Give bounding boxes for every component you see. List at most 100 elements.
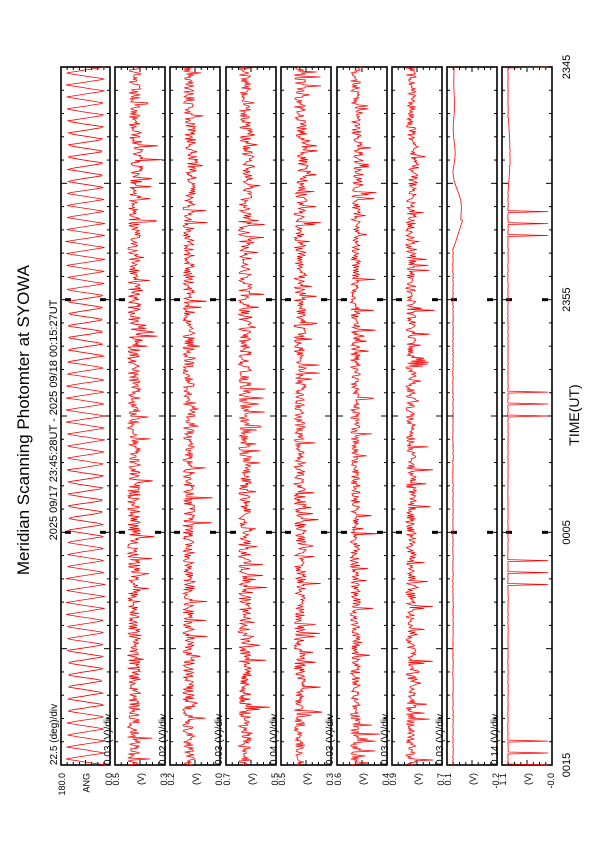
major-tick-mark [266, 298, 272, 302]
unit-label: (V) [413, 773, 423, 785]
major-tick-mark [341, 298, 347, 302]
panel-frame [336, 66, 388, 766]
y-tick-low: 0.3 [325, 773, 335, 786]
major-tick-mark [230, 298, 236, 302]
major-tick-mark [155, 530, 161, 534]
major-tick-mark [396, 530, 402, 534]
scale-label-group: 0.03 (V)/div [325, 714, 336, 765]
scale-label: 0.14 (V)/div [490, 714, 501, 765]
page-title-group: Meridian Scanning Photomter at SYOWA [14, 264, 33, 575]
panel-1: 22.5 (deg)/div 180.0 0.0 ANG [49, 66, 114, 796]
unit-label: (V) [523, 773, 533, 785]
scale-label: 0.03 (V)/div [325, 714, 336, 765]
unit-label: (V) [302, 773, 312, 785]
data-trace [404, 66, 435, 766]
y-tick-group: 0.5 0.3 (V) [111, 773, 169, 786]
y-tick-group: 0.2 0.0 (V) [166, 773, 224, 786]
x-tick-label-group: 0005 [561, 520, 573, 544]
major-tick-mark [210, 298, 216, 302]
y-tick-group: 1.1 -0.0 (V) [498, 773, 556, 789]
x-tick-label-group: 2355 [561, 287, 573, 311]
y-tick-group: 0.9 0.7 (V) [388, 773, 446, 786]
data-trace [349, 66, 381, 766]
panel-9: 0.14 (V)/div 1.1 -0.0 (V) [490, 66, 556, 789]
major-tick-mark [377, 530, 383, 534]
y-tick-high: 0.2 [166, 773, 176, 786]
y-tick-low: 0.5 [270, 773, 280, 786]
major-tick-mark [396, 298, 402, 302]
major-tick-mark [506, 298, 512, 302]
y-tick-group: 0.1 -0.2 (V) [443, 773, 501, 789]
scale-label-group: 0.14 (V)/div [490, 714, 501, 765]
unit-label: (V) [358, 773, 368, 785]
x-tick-label: 0005 [561, 520, 573, 544]
x-tick-label-group: 2345 [561, 55, 573, 79]
scale-label-group: 0.03 (V)/div [380, 714, 391, 765]
unit-label: ANG [82, 773, 92, 793]
time-range: 2025 09/17 23:45:28UT - 2025 09/18 00:15… [48, 299, 60, 540]
major-tick-mark [321, 298, 327, 302]
y-tick-low: 0.4 [381, 773, 391, 786]
data-trace [507, 66, 549, 766]
major-tick-mark [487, 298, 493, 302]
data-trace [237, 66, 271, 766]
scale-label: 0.03 (V)/div [214, 714, 225, 765]
y-tick-low: -0.2 [491, 773, 501, 789]
scale-label-group: 0.03 (V)/div [103, 714, 114, 765]
panels: 22.5 (deg)/div 180.0 0.0 ANG 0.03 (V)/div 0.5… [49, 66, 556, 796]
major-tick-mark [119, 298, 125, 302]
data-trace [452, 67, 463, 766]
major-tick-mark [100, 298, 107, 302]
major-tick-mark [506, 530, 512, 534]
y-tick-low: -0.0 [546, 773, 556, 789]
y-tick-high: 0.5 [111, 773, 121, 786]
panel-frame [446, 66, 498, 766]
panel-4: 0.03 (V)/div 0.7 0.5 (V) [214, 66, 280, 786]
major-tick-mark [487, 530, 493, 534]
panel-7: 0.03 (V)/div 0.9 0.7 (V) [380, 66, 446, 786]
panel-2: 0.03 (V)/div 0.5 0.3 (V) [103, 66, 169, 786]
x-tick-label: 2345 [561, 55, 573, 79]
x-axis-label-group: TIME(UT) [566, 384, 582, 445]
major-tick-mark [174, 530, 180, 534]
data-trace [182, 66, 213, 766]
major-tick-mark [341, 530, 347, 534]
panel-3: 0.02 (V)/div 0.2 0.0 (V) [158, 66, 224, 786]
panel-8: 0.03 (V)/div 0.1 -0.2 (V) [435, 66, 501, 789]
major-tick-mark [64, 530, 71, 534]
y-tick-group: 0.5 0.3 (V) [277, 773, 335, 786]
major-tick-mark [285, 530, 291, 534]
scale-label-group: 0.03 (V)/div [214, 714, 225, 765]
scale-label: 0.03 (V)/div [435, 714, 446, 765]
scale-label-group: 0.03 (V)/div [435, 714, 446, 765]
scale-label: 0.03 (V)/div [380, 714, 391, 765]
scale-label: 0.03 (V)/div [103, 714, 114, 765]
y-tick-high: 180.0 [57, 773, 67, 796]
x-tick-label: 2355 [561, 287, 573, 311]
major-tick-mark [432, 298, 438, 302]
x-tick-label: 0015 [561, 753, 573, 777]
y-tick-group: 0.6 0.4 (V) [333, 773, 391, 786]
x-axis-label: TIME(UT) [566, 384, 582, 445]
unit-label: (V) [468, 773, 478, 785]
time-range-group: 2025 09/17 23:45:28UT - 2025 09/18 00:15… [48, 299, 60, 540]
unit-label: (V) [191, 773, 201, 785]
scale-label-group: 0.04 (V)/div [269, 714, 280, 765]
y-tick-low: 0.0 [104, 773, 114, 786]
data-trace [65, 66, 106, 766]
y-tick-group: 0.7 0.5 (V) [222, 773, 280, 786]
y-tick-high: 1.1 [498, 773, 508, 786]
major-tick-mark [542, 530, 548, 534]
major-tick-mark [100, 530, 107, 534]
major-tick-mark [321, 530, 327, 534]
y-tick-high: 0.7 [222, 773, 232, 786]
y-tick-low: 0.3 [159, 773, 169, 786]
major-tick-mark [155, 298, 161, 302]
y-tick-high: 0.6 [333, 773, 343, 786]
y-tick-group: 180.0 0.0 ANG [57, 773, 114, 796]
major-tick-mark [174, 298, 180, 302]
major-tick-mark [64, 298, 71, 302]
scale-label: 22.5 (deg)/div [49, 704, 60, 765]
unit-label: (V) [247, 773, 257, 785]
